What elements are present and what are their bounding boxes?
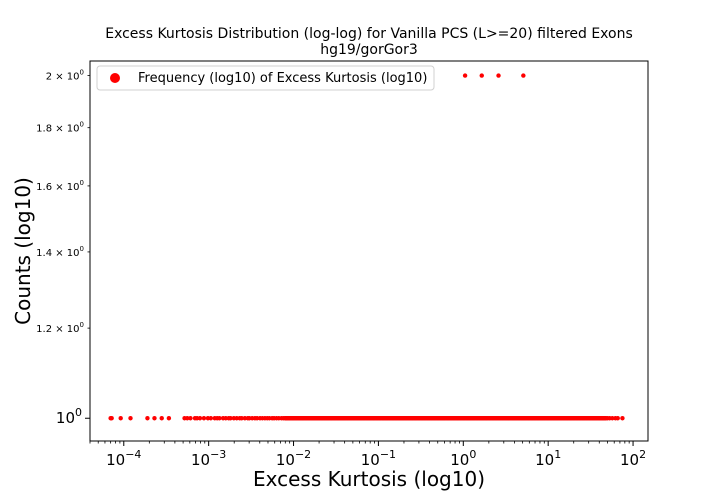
x-tick-label: 10−4	[106, 448, 141, 469]
data-point	[620, 416, 625, 421]
data-point	[208, 416, 213, 421]
legend: Frequency (log10) of Excess Kurtosis (lo…	[96, 65, 435, 91]
y-minor-tick-label: 1.4 × 100	[36, 245, 84, 259]
data-point	[188, 416, 193, 421]
data-point	[166, 416, 172, 421]
data-point	[197, 416, 203, 421]
legend-box	[96, 65, 435, 91]
data-point	[159, 416, 164, 421]
x-tick-label: 100	[450, 448, 476, 469]
y-axis-label: Counts (log10)	[11, 177, 35, 325]
data-point	[152, 416, 157, 421]
x-tick-label: 10−2	[276, 448, 311, 469]
data-point	[479, 73, 484, 78]
data-point	[462, 73, 468, 78]
data-points	[108, 73, 625, 421]
y-minor-tick-label: 1.6 × 100	[36, 179, 84, 193]
plot-frame	[89, 60, 649, 442]
y-axis-ticks: 100 1.2 × 100 1.4 × 100 1.6 × 100 1.8 × 100 2…	[36, 69, 90, 427]
chart-title: Excess Kurtosis Distribution (log-log) f…	[105, 26, 633, 42]
data-point	[496, 73, 501, 78]
x-tick-label: 10−1	[361, 448, 396, 469]
data-point	[615, 416, 620, 421]
chart-subtitle: hg19/gorGor3	[320, 42, 418, 58]
y-minor-tick-label: 2 × 100	[46, 69, 84, 83]
data-point	[521, 73, 526, 78]
data-point	[185, 416, 190, 421]
y-minor-tick-label: 1.8 × 100	[36, 121, 84, 135]
data-point	[109, 416, 114, 421]
data-point	[228, 416, 233, 421]
legend-marker	[110, 73, 120, 83]
data-point	[201, 416, 207, 421]
data-point	[118, 416, 123, 421]
data-point	[610, 416, 615, 421]
x-axis-ticks: 10−4 10−3 10−2 10−1 100 101 102	[89, 441, 646, 469]
x-tick-label: 10−3	[191, 448, 226, 469]
data-point	[217, 416, 222, 421]
data-point	[128, 416, 133, 421]
x-axis-label: Excess Kurtosis (log10)	[253, 467, 485, 491]
legend-label: Frequency (log10) of Excess Kurtosis (lo…	[138, 71, 427, 86]
y-minor-tick-label: 1.2 × 100	[36, 321, 84, 335]
x-tick-label: 101	[535, 448, 561, 469]
data-point	[145, 416, 150, 421]
x-tick-label: 102	[620, 448, 646, 469]
data-point	[239, 416, 244, 421]
y-tick-label: 100	[56, 406, 82, 427]
